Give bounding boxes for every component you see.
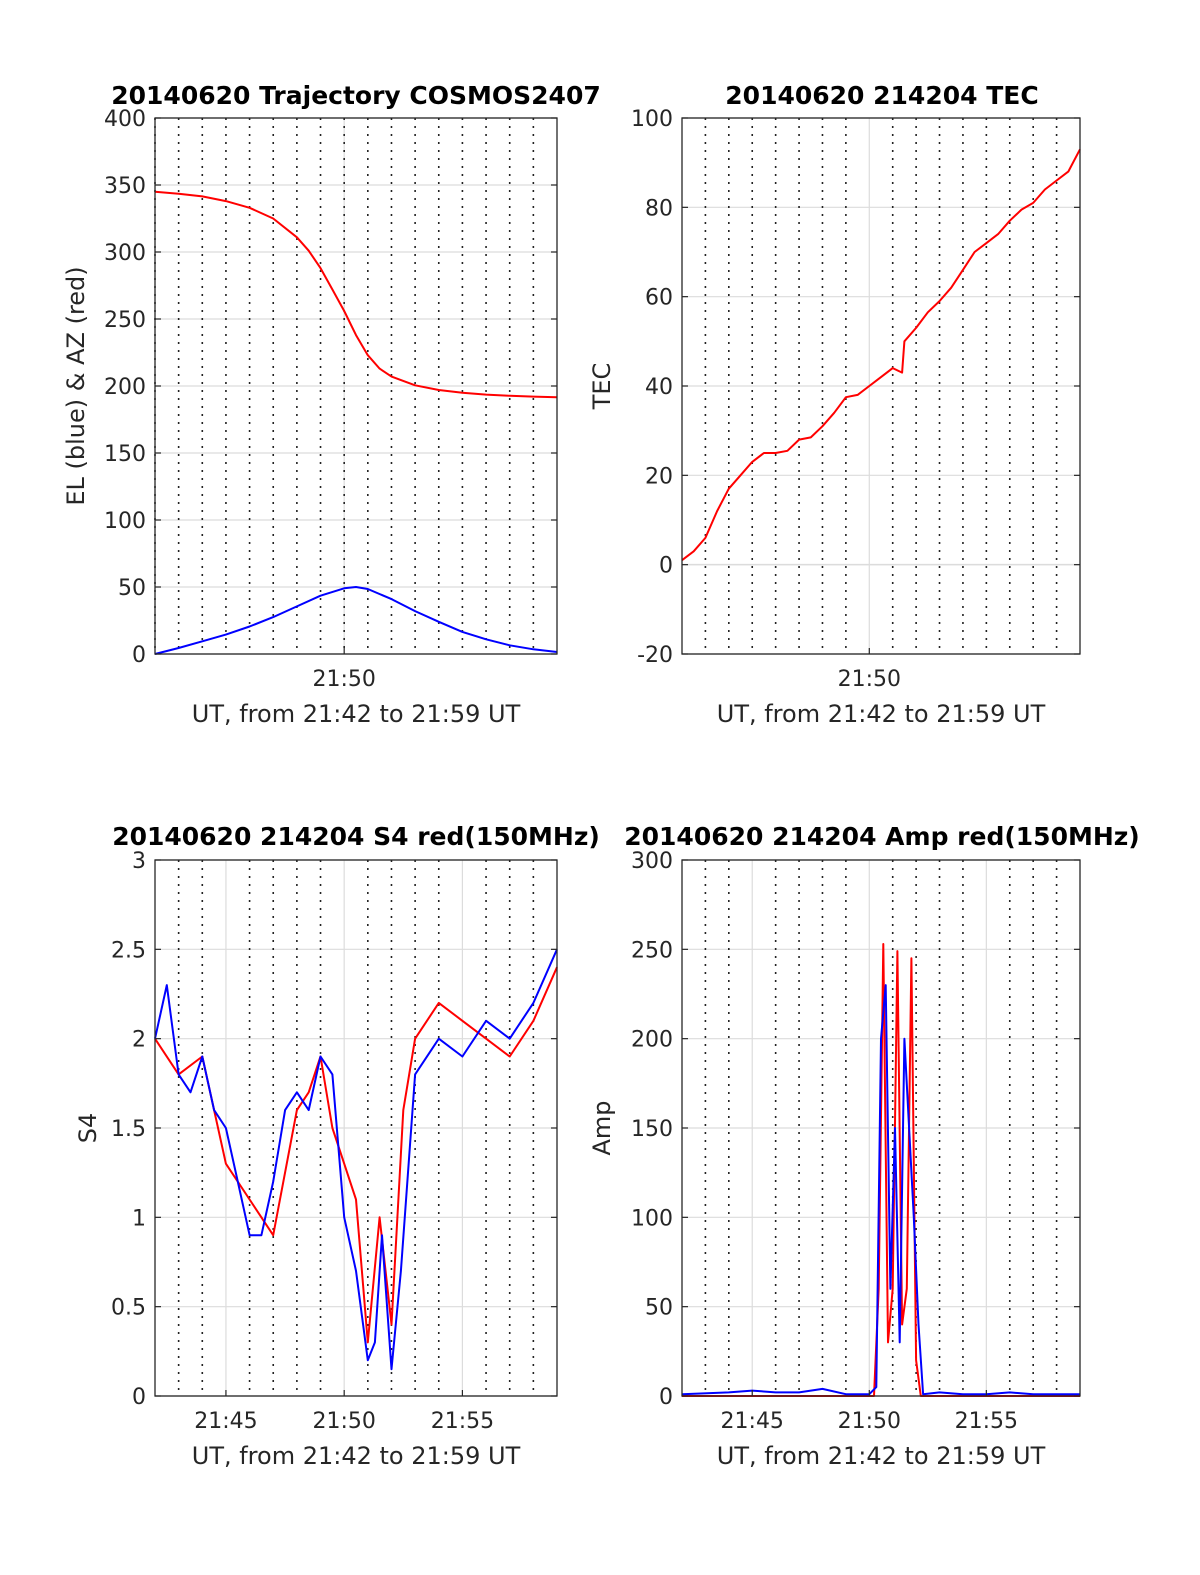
series-layer bbox=[154, 190, 558, 655]
y-tick-label: 60 bbox=[645, 286, 673, 311]
panel-trajectory: 0 50 100 150 200 250 300 350 400 21:50 20140620 T… bbox=[62, 81, 601, 728]
y-axis-label: TEC bbox=[588, 363, 616, 411]
y-tick-label: 1.5 bbox=[111, 1117, 146, 1142]
y-tick-label: 50 bbox=[118, 576, 146, 601]
tick-layer: -20 0 20 40 60 80 100 21:50 bbox=[631, 107, 1080, 692]
y-tick-label: 200 bbox=[631, 1028, 673, 1053]
x-tick-label: 21:50 bbox=[838, 1409, 901, 1434]
y-tick-label: 200 bbox=[104, 375, 146, 400]
tick-layer: 0 0.5 1 1.5 2 2.5 3 21:45 21:50 21:55 bbox=[111, 849, 557, 1434]
series-line-0 bbox=[154, 966, 558, 1344]
x-tick-label: 21:45 bbox=[194, 1409, 257, 1434]
x-tick-label: 21:50 bbox=[312, 1409, 375, 1434]
y-tick-label: 250 bbox=[104, 308, 146, 333]
x-axis-label: UT, from 21:42 to 21:59 UT bbox=[192, 700, 521, 728]
x-tick-label: 21:55 bbox=[431, 1409, 494, 1434]
y-tick-label: 300 bbox=[631, 849, 673, 874]
tick-layer: 0 50 100 150 200 250 300 350 400 21:50 bbox=[104, 107, 557, 692]
y-tick-label: 0 bbox=[659, 554, 673, 579]
series-line-0 bbox=[681, 148, 1081, 561]
panel-s4: 0 0.5 1 1.5 2 2.5 3 21:45 21:50 21:55 20140620 21… bbox=[74, 822, 600, 1470]
x-axis-label: UT, from 21:42 to 21:59 UT bbox=[192, 1442, 521, 1470]
series-line-1 bbox=[681, 984, 1080, 1396]
grid bbox=[682, 117, 1080, 655]
series-line-1 bbox=[154, 948, 558, 1371]
x-tick-label: 21:50 bbox=[838, 667, 901, 692]
y-tick-label: 80 bbox=[645, 196, 673, 221]
y-tick-label: 100 bbox=[631, 1206, 673, 1231]
chart-title: 20140620 214204 Amp red(150MHz) bbox=[624, 822, 1140, 851]
series-layer bbox=[681, 148, 1081, 561]
panel-tec: -20 0 20 40 60 80 100 21:50 20140620 214204 TEC… bbox=[588, 81, 1081, 728]
grid bbox=[155, 859, 557, 1397]
y-tick-label: 50 bbox=[645, 1296, 673, 1321]
y-tick-label: 100 bbox=[104, 509, 146, 534]
tick-layer: 0 50 100 150 200 250 300 21:45 21:50 21:55 bbox=[631, 849, 1080, 1434]
series-line-0 bbox=[154, 190, 558, 399]
x-tick-label: 21:55 bbox=[955, 1409, 1018, 1434]
y-tick-label: 3 bbox=[132, 849, 146, 874]
y-tick-label: 0 bbox=[132, 643, 146, 668]
x-axis-label: UT, from 21:42 to 21:59 UT bbox=[717, 700, 1046, 728]
chart-title: 20140620 214204 TEC bbox=[725, 81, 1038, 110]
y-axis-label: Amp bbox=[588, 1100, 616, 1155]
y-tick-label: 2.5 bbox=[111, 938, 146, 963]
y-axis-label: S4 bbox=[74, 1113, 102, 1144]
y-tick-label: 400 bbox=[104, 107, 146, 132]
series-layer bbox=[681, 943, 1080, 1397]
y-tick-label: -20 bbox=[637, 643, 673, 668]
y-tick-label: 2 bbox=[132, 1028, 146, 1053]
y-tick-label: 0 bbox=[132, 1385, 146, 1410]
y-axis-label: EL (blue) & AZ (red) bbox=[62, 266, 90, 505]
x-axis-label: UT, from 21:42 to 21:59 UT bbox=[717, 1442, 1046, 1470]
y-tick-label: 1 bbox=[132, 1206, 146, 1231]
y-tick-label: 350 bbox=[104, 174, 146, 199]
chart-title: 20140620 Trajectory COSMOS2407 bbox=[111, 81, 601, 110]
x-tick-label: 21:50 bbox=[312, 667, 375, 692]
chart-title: 20140620 214204 S4 red(150MHz) bbox=[112, 822, 600, 851]
y-tick-label: 100 bbox=[631, 107, 673, 132]
y-tick-label: 40 bbox=[645, 375, 673, 400]
y-tick-label: 20 bbox=[645, 464, 673, 489]
y-tick-label: 300 bbox=[104, 241, 146, 266]
y-tick-label: 250 bbox=[631, 938, 673, 963]
series-layer bbox=[154, 948, 558, 1371]
y-tick-label: 150 bbox=[631, 1117, 673, 1142]
y-tick-label: 150 bbox=[104, 442, 146, 467]
series-line-1 bbox=[154, 586, 558, 655]
y-tick-label: 0.5 bbox=[111, 1296, 146, 1321]
panel-amp: 0 50 100 150 200 250 300 21:45 21:50 21:55 201406… bbox=[588, 822, 1140, 1470]
x-tick-label: 21:45 bbox=[721, 1409, 784, 1434]
series-line-0 bbox=[682, 943, 1080, 1397]
y-tick-label: 0 bbox=[659, 1385, 673, 1410]
